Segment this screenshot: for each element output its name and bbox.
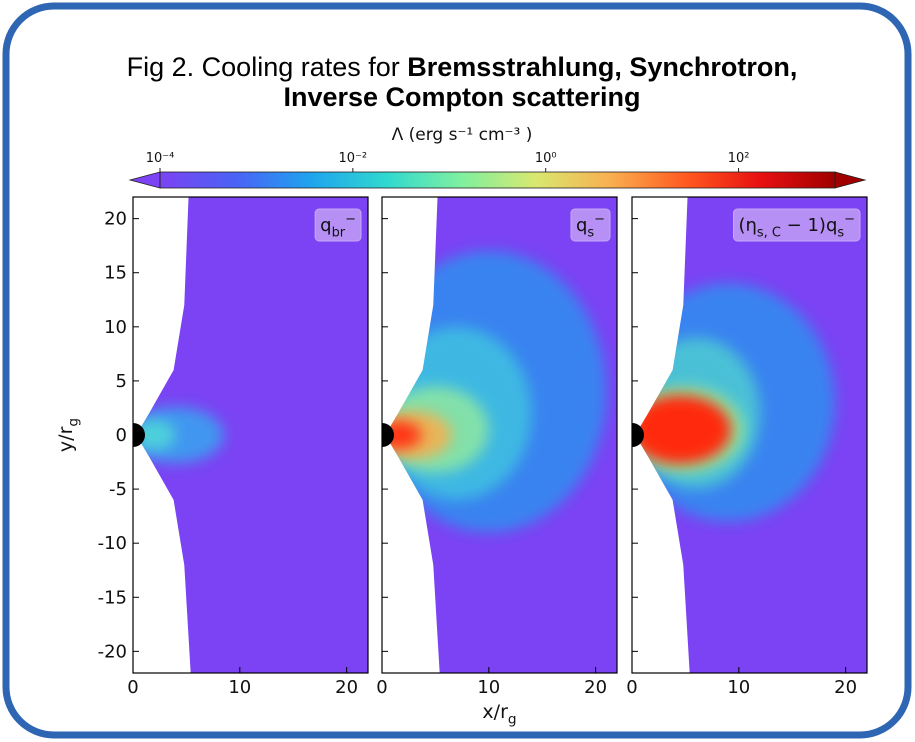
x-tick-label: 20 [335,677,358,698]
title-bold: Inverse Compton scattering [283,82,640,112]
colorbar-tick-label: 10⁰ [535,151,557,166]
text-part: x/r [482,701,508,723]
text-part: br [332,225,346,240]
x-axis-label: x/rg [482,701,516,728]
text-part: q [320,215,331,236]
panel-annotation: qbr− [320,212,356,241]
title-bold: Bremsstrahlung, Synchrotron, [407,52,797,82]
colorbar-tick-label: 10⁻⁴ [146,151,175,166]
y-tick-label: -20 [98,641,127,662]
text-part: y/r [55,426,77,452]
colorbar-label: Λ (erg s⁻¹ cm⁻³ ) [392,125,533,145]
colorbar-frame [159,171,836,189]
text-part: g [66,418,82,427]
y-tick-label: 5 [116,371,127,392]
heatmap-field [133,419,176,451]
title-plain: Fig 2. Cooling rates for [127,52,400,82]
x-tick-label: 0 [127,677,138,698]
y-tick-label: 0 [116,425,127,446]
heatmap-field [632,394,732,465]
title: Fig 2. Cooling rates for Bremsstrahlung,… [127,52,798,82]
x-tick-label: 20 [584,677,607,698]
panel-annotation: qs− [576,212,605,241]
x-tick-label: 10 [228,677,251,698]
panel-annotation: (ηs, C − 1)qs− [738,212,855,241]
y-tick-label: -5 [109,479,127,500]
x-tick-label: 10 [727,677,750,698]
text-part: − [594,212,605,227]
text-part: s [837,225,844,240]
text-part: (η [738,215,756,236]
text-part: s [587,225,594,240]
colorbar [160,172,835,188]
heatmap-field [382,420,422,450]
y-tick-label: 10 [104,317,127,338]
text-part: s, C [757,225,781,240]
y-tick-label: -15 [98,587,127,608]
annotation-box [570,208,611,242]
x-tick-label: 0 [626,677,637,698]
excised-region [382,197,440,673]
x-tick-label: 10 [477,677,500,698]
y-tick-label: 20 [104,209,127,230]
text-part: g [508,712,517,728]
colorbar-tick-label: 10² [728,151,750,166]
panel [632,197,867,673]
y-tick-label: -10 [98,533,127,554]
annotation-box [732,208,861,242]
x-tick-label: 0 [376,677,387,698]
y-axis-label: y/rg [55,418,82,452]
excised-region [133,197,191,673]
text-part: − 1)q [781,215,837,236]
excised-region [632,197,690,673]
text-part: − [345,212,356,227]
colorbar-tick-label: 10⁻² [339,151,368,166]
x-tick-label: 20 [834,677,857,698]
annotation-box [314,208,362,242]
y-tick-label: 15 [104,263,127,284]
text-part: − [844,212,855,227]
text-part: q [576,215,587,236]
panel [133,197,368,673]
panel [382,197,617,673]
